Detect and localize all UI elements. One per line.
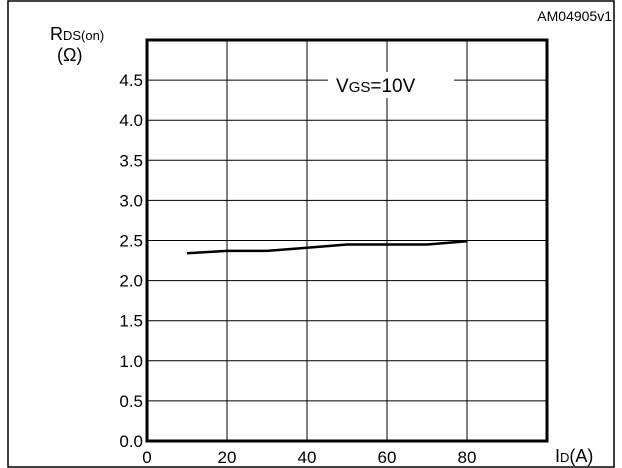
x-tick-label: 20 [218,448,237,467]
x-tick-label: 0 [142,448,151,467]
plot-area-frame [145,38,549,443]
y-tick-label: 3.0 [119,191,143,210]
y-axis-label-sub: DS(on) [63,28,104,43]
figure-border [7,0,615,468]
x-axis-label-main: I [555,446,560,466]
x-tick-label: 80 [458,448,477,467]
y-tick-label: 1.0 [119,352,143,371]
y-axis-unit: (Ω) [57,45,82,65]
grid-lines [147,40,547,441]
x-axis-label-sub: D [560,450,569,465]
y-axis-label: RDS(on) [50,24,104,44]
y-tick-label: 2.0 [119,272,143,291]
series-line [186,240,468,255]
x-tick-labels: 0 20 40 60 80 [142,448,476,467]
y-tick-label: 0.0 [119,432,143,451]
x-axis-label: ID(A) [555,446,593,466]
x-axis-label-unit: (A) [569,446,593,466]
reference-code: AM04905v1 [537,8,612,24]
annotation-background [328,72,454,98]
y-tick-label: 2.5 [119,232,143,251]
vgs-annotation-main: V [336,76,349,97]
y-tick-label: 3.5 [119,151,143,170]
vgs-annotation: VGS=10V [336,76,416,97]
y-axis-label-main: R [50,24,63,44]
y-tick-label: 4.5 [119,71,143,90]
x-tick-label: 60 [378,448,397,467]
y-tick-label: 4.0 [119,111,143,130]
vgs-annotation-sub: GS [349,79,371,96]
y-tick-label: 0.5 [119,392,143,411]
vgs-annotation-value: =10V [370,76,415,97]
x-tick-label: 40 [298,448,317,467]
y-tick-label: 1.5 [119,312,143,331]
y-tick-labels: 0.0 0.5 1.0 1.5 2.0 2.5 3.0 3.5 4.0 4.5 [119,71,143,451]
